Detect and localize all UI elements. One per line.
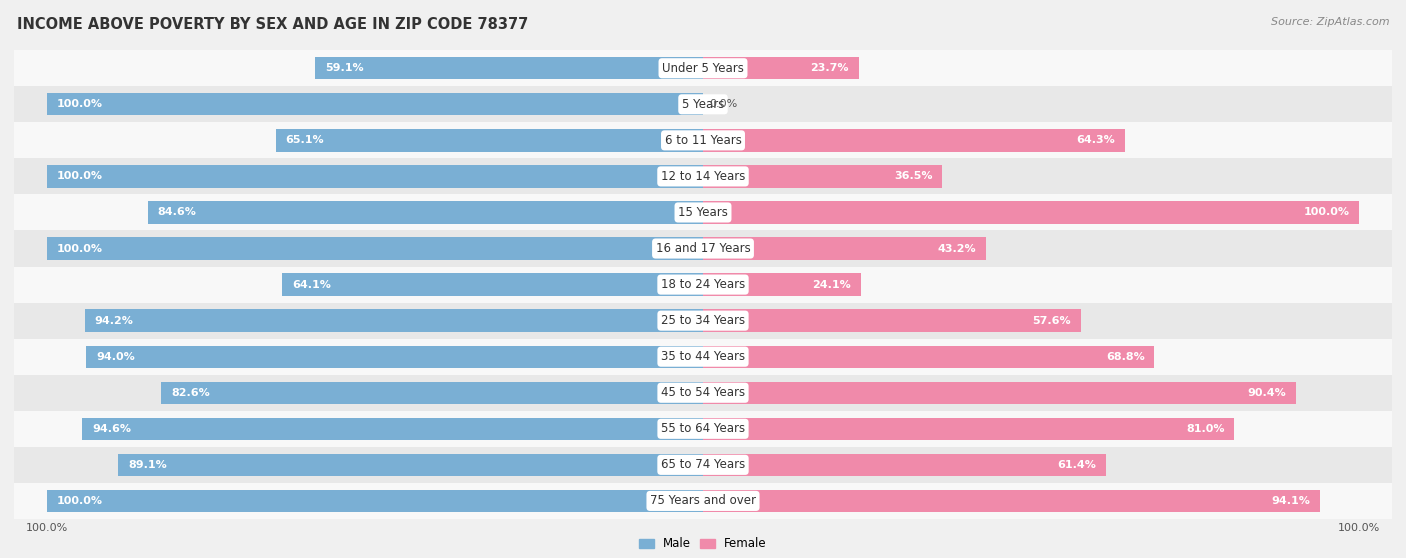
Text: 94.0%: 94.0%	[96, 352, 135, 362]
Bar	[276, 129, 703, 152]
Bar	[703, 417, 1234, 440]
Text: 43.2%: 43.2%	[938, 243, 977, 253]
Text: 61.4%: 61.4%	[1057, 460, 1097, 470]
Bar	[703, 201, 1360, 224]
Text: 100.0%: 100.0%	[56, 243, 103, 253]
Text: INCOME ABOVE POVERTY BY SEX AND AGE IN ZIP CODE 78377: INCOME ABOVE POVERTY BY SEX AND AGE IN Z…	[17, 17, 529, 32]
Text: 59.1%: 59.1%	[325, 63, 364, 73]
Bar	[14, 122, 1392, 158]
Bar	[703, 129, 1125, 152]
Text: 16 and 17 Years: 16 and 17 Years	[655, 242, 751, 255]
Bar	[14, 50, 1392, 86]
Bar	[118, 454, 703, 476]
Bar	[46, 490, 703, 512]
Text: 100.0%: 100.0%	[56, 496, 103, 506]
Text: 65 to 74 Years: 65 to 74 Years	[661, 458, 745, 472]
Text: 24.1%: 24.1%	[813, 280, 851, 290]
Text: 68.8%: 68.8%	[1107, 352, 1144, 362]
Bar	[14, 267, 1392, 302]
Text: 36.5%: 36.5%	[894, 171, 932, 181]
Text: 100.0%: 100.0%	[1303, 208, 1350, 218]
Bar	[148, 201, 703, 224]
Text: 81.0%: 81.0%	[1187, 424, 1225, 434]
Bar	[83, 417, 703, 440]
Text: 55 to 64 Years: 55 to 64 Years	[661, 422, 745, 435]
Bar	[703, 237, 987, 259]
Text: 0.0%: 0.0%	[710, 99, 738, 109]
Text: 89.1%: 89.1%	[128, 460, 167, 470]
Bar	[14, 194, 1392, 230]
Text: 6 to 11 Years: 6 to 11 Years	[665, 134, 741, 147]
Bar	[14, 375, 1392, 411]
Text: 18 to 24 Years: 18 to 24 Years	[661, 278, 745, 291]
Bar	[14, 302, 1392, 339]
Text: 25 to 34 Years: 25 to 34 Years	[661, 314, 745, 327]
Bar	[703, 454, 1107, 476]
Text: 5 Years: 5 Years	[682, 98, 724, 111]
Bar	[283, 273, 703, 296]
Legend: Male, Female: Male, Female	[634, 533, 772, 555]
Bar	[14, 339, 1392, 375]
Text: 65.1%: 65.1%	[285, 136, 325, 145]
Text: 35 to 44 Years: 35 to 44 Years	[661, 350, 745, 363]
Bar	[14, 230, 1392, 267]
Bar	[14, 86, 1392, 122]
Bar	[703, 273, 860, 296]
Bar	[14, 158, 1392, 194]
Bar	[703, 490, 1320, 512]
Text: 84.6%: 84.6%	[157, 208, 197, 218]
Text: 45 to 54 Years: 45 to 54 Years	[661, 386, 745, 399]
Text: 100.0%: 100.0%	[56, 99, 103, 109]
Bar	[46, 237, 703, 259]
Text: 75 Years and over: 75 Years and over	[650, 494, 756, 507]
Bar	[703, 382, 1296, 404]
Bar	[14, 411, 1392, 447]
Text: 94.1%: 94.1%	[1271, 496, 1310, 506]
Bar	[703, 57, 859, 79]
Bar	[162, 382, 703, 404]
Text: Source: ZipAtlas.com: Source: ZipAtlas.com	[1271, 17, 1389, 27]
Bar	[703, 310, 1081, 332]
Text: 82.6%: 82.6%	[172, 388, 209, 398]
Text: Under 5 Years: Under 5 Years	[662, 62, 744, 75]
Text: 15 Years: 15 Years	[678, 206, 728, 219]
Text: 100.0%: 100.0%	[56, 171, 103, 181]
Text: 64.3%: 64.3%	[1077, 136, 1115, 145]
Text: 94.2%: 94.2%	[94, 316, 134, 326]
Text: 12 to 14 Years: 12 to 14 Years	[661, 170, 745, 183]
Bar	[703, 345, 1154, 368]
Bar	[86, 345, 703, 368]
Text: 57.6%: 57.6%	[1032, 316, 1071, 326]
Bar	[315, 57, 703, 79]
Text: 94.6%: 94.6%	[93, 424, 131, 434]
Bar	[14, 447, 1392, 483]
Text: 64.1%: 64.1%	[292, 280, 332, 290]
Bar	[46, 93, 703, 116]
Bar	[84, 310, 703, 332]
Bar	[703, 165, 942, 187]
Text: 90.4%: 90.4%	[1247, 388, 1286, 398]
Bar	[46, 165, 703, 187]
Bar	[14, 483, 1392, 519]
Text: 23.7%: 23.7%	[810, 63, 849, 73]
